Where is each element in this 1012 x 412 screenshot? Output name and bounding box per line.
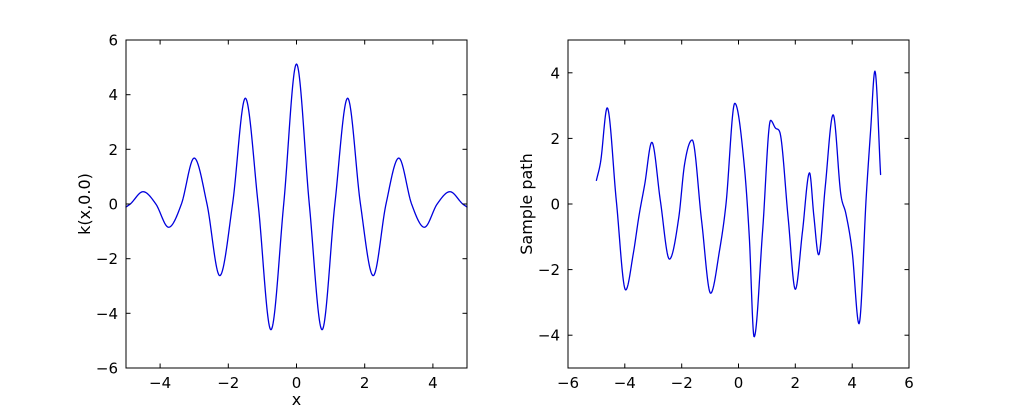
x-tick-label: −2 xyxy=(217,374,239,392)
y-tick-label: −2 xyxy=(538,261,560,279)
x-axis-label: x xyxy=(292,390,301,409)
x-tick-label: −2 xyxy=(671,374,693,392)
y-tick-label: −4 xyxy=(538,327,560,345)
x-tick-label: −6 xyxy=(557,374,579,392)
x-tick-label: 2 xyxy=(360,374,370,392)
x-tick-label: −4 xyxy=(149,374,171,392)
kernel-plot: −4 −2 0 2 4 −6 −4 −2 0 2 4 6 x k(x,0.0) xyxy=(75,32,468,409)
y-tick-label: 2 xyxy=(108,141,118,159)
sample-path-plot-curve xyxy=(595,70,882,338)
y-tick-label: 2 xyxy=(550,130,560,148)
y-tick-label: −4 xyxy=(96,305,118,323)
y-axis-label: k(x,0.0) xyxy=(75,173,94,235)
x-tick-label: 4 xyxy=(428,374,438,392)
y-axis-label: Sample path xyxy=(517,153,536,254)
axes-frame xyxy=(125,39,468,369)
y-tick-label: 4 xyxy=(108,86,118,104)
x-tick-label: −4 xyxy=(614,374,636,392)
x-tick-label: 6 xyxy=(904,374,914,392)
x-tick-label: 2 xyxy=(791,374,801,392)
sample-path-plot: −6 −4 −2 0 2 4 6 −4 −2 0 2 4 Sample path xyxy=(517,39,914,392)
x-tick-label: 0 xyxy=(292,374,302,392)
y-tick-label: 0 xyxy=(108,196,118,214)
y-tick-label: 4 xyxy=(550,64,560,82)
y-tick-label: 0 xyxy=(550,196,560,214)
y-tick-label: 6 xyxy=(108,32,118,50)
x-tick-label: 4 xyxy=(847,374,857,392)
y-tick-label: −6 xyxy=(96,360,118,378)
kernel-plot-curve xyxy=(125,63,468,331)
y-tick-label: −2 xyxy=(96,250,118,268)
x-tick-label: 0 xyxy=(734,374,744,392)
